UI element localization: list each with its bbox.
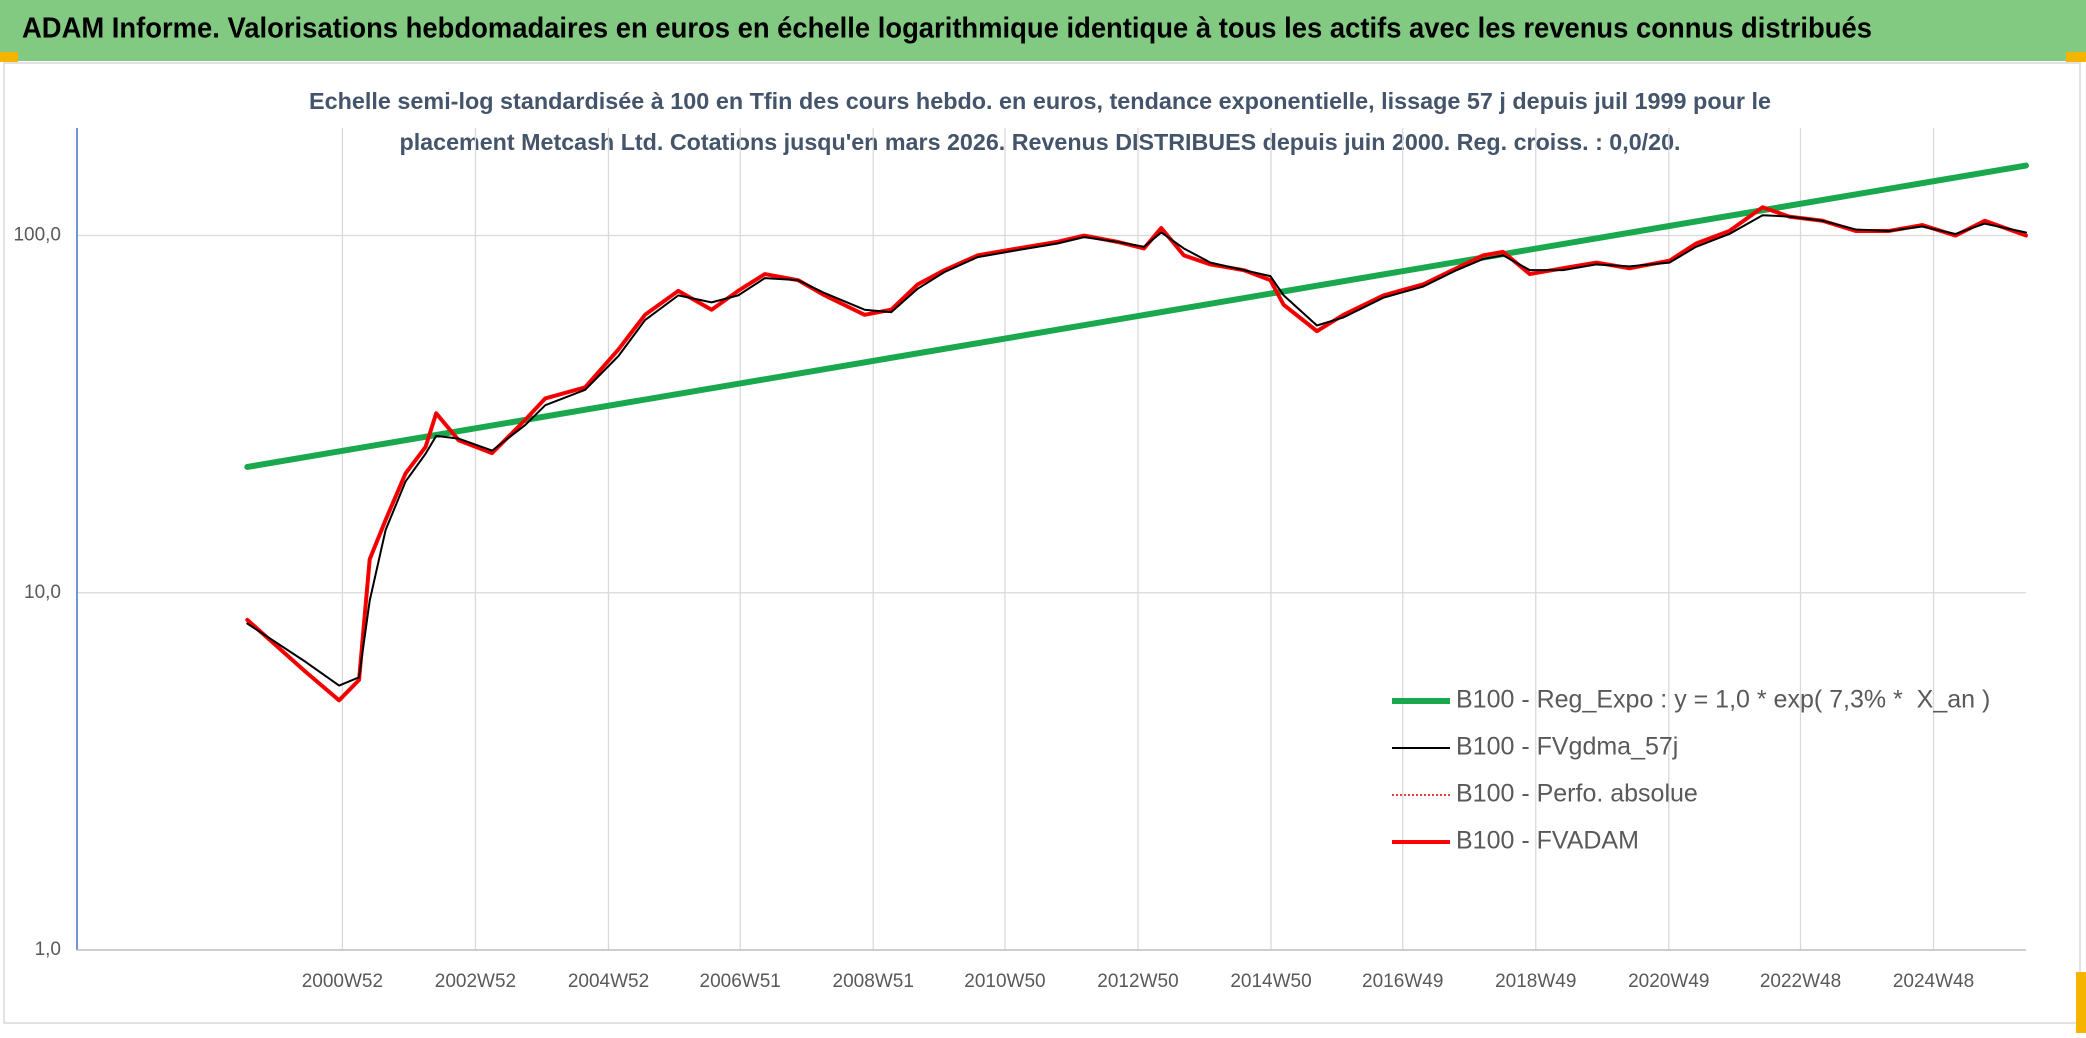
series-line [244, 162, 2029, 470]
header-bar [0, 0, 2086, 61]
legend-label: B100 - FVgdma_57j [1456, 733, 1678, 761]
x-tick-label: 2000W52 [302, 971, 383, 992]
x-tick-label: 2004W52 [568, 971, 649, 992]
x-tick-label: 2016W49 [1362, 971, 1443, 992]
legend-label: B100 - Reg_Expo : y = 1,0 * exp( 7,3% * … [1456, 686, 1990, 714]
y-tick-label: 1,0 [35, 939, 61, 960]
x-tick-label: 2022W48 [1760, 971, 1841, 992]
chart-subtitle: Echelle semi-log standardisée à 100 en T… [309, 88, 1771, 114]
x-tick-label: 2002W52 [435, 971, 516, 992]
chart-title: ADAM Informe. Valorisations hebdomadaire… [22, 13, 1872, 45]
corner-mark [0, 52, 18, 62]
chart-subtitle: placement Metcash Ltd. Cotations jusqu'e… [400, 129, 1681, 155]
legend-label: B100 - FVADAM [1456, 827, 1639, 855]
x-tick-label: 2010W50 [964, 971, 1045, 992]
x-tick-label: 2006W51 [700, 971, 781, 992]
series-line [246, 214, 2027, 687]
legend-label: B100 - Perfo. absolue [1456, 780, 1698, 808]
corner-mark [2076, 972, 2086, 1033]
x-tick-label: 2012W50 [1097, 971, 1178, 992]
y-tick-label: 10,0 [24, 582, 61, 603]
corner-mark [2066, 52, 2086, 62]
x-tick-label: 2020W49 [1628, 971, 1709, 992]
x-tick-label: 2008W51 [833, 971, 914, 992]
x-tick-label: 2014W50 [1230, 971, 1311, 992]
x-tick-label: 2018W49 [1495, 971, 1576, 992]
y-tick-label: 100,0 [13, 225, 61, 246]
x-tick-label: 2024W48 [1893, 971, 1974, 992]
chart-panel [3, 62, 2081, 1024]
